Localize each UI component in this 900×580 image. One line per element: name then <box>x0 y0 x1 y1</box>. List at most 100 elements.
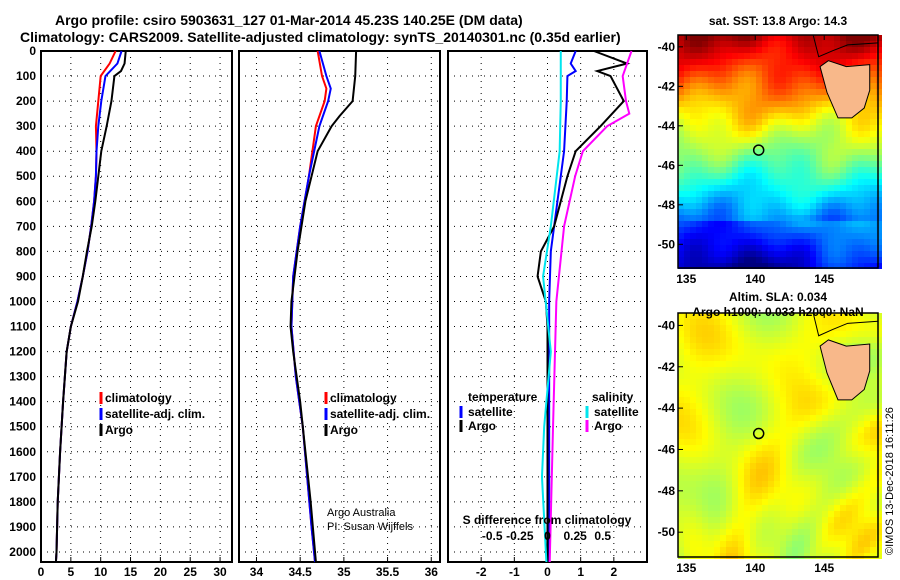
map-cell <box>756 463 762 469</box>
map-cell <box>720 89 726 95</box>
map-cell <box>822 59 828 65</box>
map-cell <box>876 239 882 245</box>
map-cell <box>726 445 732 451</box>
map-cell <box>738 239 744 245</box>
map-cell <box>792 209 798 215</box>
map-cell <box>804 415 810 421</box>
map-cell <box>726 143 732 149</box>
map-cell <box>786 161 792 167</box>
map-cell <box>858 529 864 535</box>
map-cell <box>810 385 816 391</box>
map-cell <box>696 553 702 559</box>
map-cell <box>816 155 822 161</box>
map-cell <box>786 257 792 263</box>
map-cell <box>684 385 690 391</box>
map-cell <box>750 313 756 319</box>
map-cell <box>690 325 696 331</box>
map-cell <box>738 535 744 541</box>
map-cell <box>708 215 714 221</box>
map-cell <box>702 373 708 379</box>
map-cell <box>822 373 828 379</box>
map-cell <box>798 337 804 343</box>
map-cell <box>786 517 792 523</box>
map-cell <box>864 131 870 137</box>
map-cell <box>708 179 714 185</box>
map-cell <box>864 517 870 523</box>
map-cell <box>834 493 840 499</box>
map-cell <box>810 263 816 269</box>
map-cell <box>720 385 726 391</box>
map-cell <box>738 179 744 185</box>
map-cell <box>750 331 756 337</box>
map-cell <box>870 95 876 101</box>
map-cell <box>756 161 762 167</box>
map-cell <box>768 155 774 161</box>
map-cell <box>876 257 882 263</box>
map-cell <box>774 433 780 439</box>
map-cell <box>816 35 822 41</box>
map-cell <box>786 385 792 391</box>
map-cell <box>684 245 690 251</box>
y-tick-label: -44 <box>658 119 676 133</box>
y-tick-label: 1700 <box>9 470 36 484</box>
map-cell <box>696 325 702 331</box>
map-cell <box>846 439 852 445</box>
map-cell <box>762 113 768 119</box>
map-cell <box>756 385 762 391</box>
map-cell <box>720 191 726 197</box>
map-cell <box>738 445 744 451</box>
map-cell <box>810 137 816 143</box>
map-cell <box>720 343 726 349</box>
map-cell <box>684 185 690 191</box>
map-cell <box>786 35 792 41</box>
map-cell <box>756 155 762 161</box>
map-cell <box>732 553 738 559</box>
map-cell <box>828 397 834 403</box>
map-cell <box>720 59 726 65</box>
map-cell <box>870 179 876 185</box>
map-cell <box>858 331 864 337</box>
map-cell <box>858 427 864 433</box>
map-cell <box>852 487 858 493</box>
map-cell <box>804 373 810 379</box>
map-cell <box>864 337 870 343</box>
map-cell <box>774 65 780 71</box>
map-cell <box>834 215 840 221</box>
map-cell <box>852 337 858 343</box>
map-cell <box>756 77 762 83</box>
map-cell <box>816 523 822 529</box>
map-cell <box>786 337 792 343</box>
map-cell <box>756 131 762 137</box>
map-cell <box>792 137 798 143</box>
map-cell <box>708 59 714 65</box>
map-cell <box>834 119 840 125</box>
map-cell <box>744 71 750 77</box>
map-cell <box>780 191 786 197</box>
map-cell <box>678 47 684 53</box>
map-cell <box>678 511 684 517</box>
map-cell <box>762 355 768 361</box>
map-cell <box>798 227 804 233</box>
map-cell <box>720 245 726 251</box>
map-cell <box>858 451 864 457</box>
map-cell <box>798 53 804 59</box>
map-cell <box>816 535 822 541</box>
map-cell <box>714 263 720 269</box>
map-cell <box>804 433 810 439</box>
map-cell <box>816 361 822 367</box>
map-cell <box>786 47 792 53</box>
map-cell <box>684 209 690 215</box>
map-cell <box>720 155 726 161</box>
map-cell <box>708 457 714 463</box>
map-cell <box>720 337 726 343</box>
map-cell <box>684 469 690 475</box>
map-cell <box>726 469 732 475</box>
map-cell <box>852 313 858 319</box>
map-cell <box>750 119 756 125</box>
map-cell <box>744 529 750 535</box>
map-cell <box>822 113 828 119</box>
map-cell <box>822 185 828 191</box>
map-cell <box>864 155 870 161</box>
map-cell <box>708 337 714 343</box>
